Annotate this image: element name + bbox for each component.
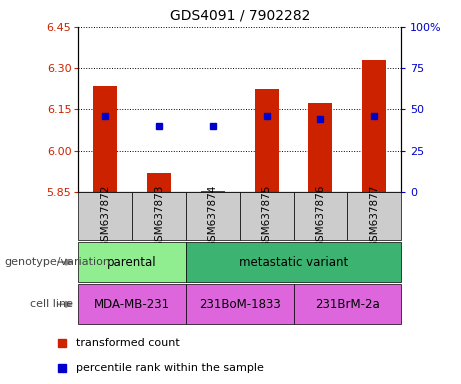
Bar <box>78 192 132 240</box>
Bar <box>147 173 171 192</box>
Bar <box>201 190 225 192</box>
Text: genotype/variation: genotype/variation <box>5 257 111 267</box>
Text: GSM637873: GSM637873 <box>154 184 164 248</box>
Bar <box>294 192 347 240</box>
Text: transformed count: transformed count <box>77 338 180 348</box>
Bar <box>347 192 401 240</box>
Text: GSM637875: GSM637875 <box>261 184 272 248</box>
Bar <box>362 60 386 192</box>
Bar <box>78 242 186 282</box>
Text: GSM637874: GSM637874 <box>208 184 218 248</box>
Text: metastatic variant: metastatic variant <box>239 256 348 268</box>
Bar <box>308 103 332 192</box>
Text: GSM637877: GSM637877 <box>369 184 379 248</box>
Text: 231BoM-1833: 231BoM-1833 <box>199 298 281 311</box>
Bar <box>254 89 279 192</box>
Title: GDS4091 / 7902282: GDS4091 / 7902282 <box>170 9 310 23</box>
Bar <box>294 284 401 324</box>
Text: 231BrM-2a: 231BrM-2a <box>315 298 380 311</box>
Bar <box>93 86 118 192</box>
Bar <box>186 192 240 240</box>
Text: cell line: cell line <box>30 299 73 310</box>
Text: percentile rank within the sample: percentile rank within the sample <box>77 362 264 373</box>
Text: GSM637876: GSM637876 <box>315 184 325 248</box>
Bar <box>240 192 294 240</box>
Bar <box>186 284 294 324</box>
Text: GSM637872: GSM637872 <box>100 184 110 248</box>
Bar <box>78 284 186 324</box>
Text: parental: parental <box>107 256 157 268</box>
Text: MDA-MB-231: MDA-MB-231 <box>94 298 170 311</box>
Bar <box>186 242 401 282</box>
Bar <box>132 192 186 240</box>
